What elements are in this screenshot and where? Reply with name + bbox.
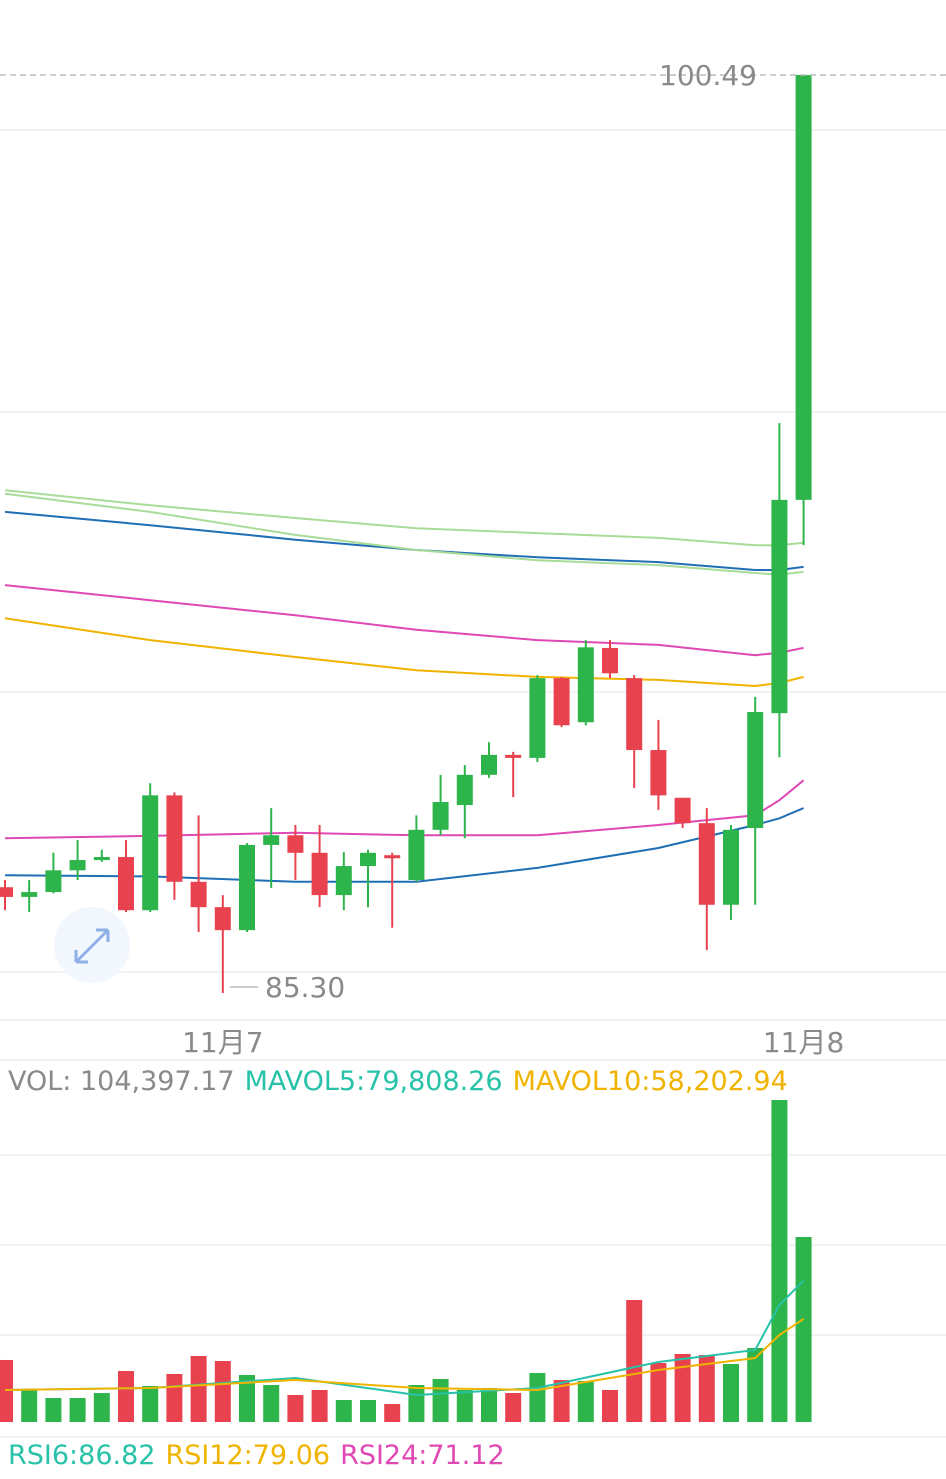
volume-bar bbox=[577, 1380, 594, 1422]
candle-body bbox=[166, 795, 183, 882]
volume-bar bbox=[239, 1375, 255, 1422]
volume-bar bbox=[384, 1403, 401, 1422]
candle-body bbox=[795, 75, 812, 500]
volume-bar bbox=[118, 1370, 134, 1422]
volume-bar bbox=[650, 1363, 667, 1422]
volume-bar bbox=[311, 1389, 328, 1422]
x-tick-label: 11月8 bbox=[763, 1026, 844, 1059]
candle-body bbox=[771, 499, 788, 714]
candle-body bbox=[45, 870, 62, 893]
grid bbox=[0, 129, 946, 1438]
candle-body bbox=[602, 647, 618, 674]
volume-bar bbox=[481, 1387, 497, 1422]
volume-bar bbox=[674, 1354, 691, 1422]
candle-body bbox=[747, 711, 764, 829]
volume-bar bbox=[142, 1386, 159, 1422]
volume-bar bbox=[771, 1100, 788, 1422]
candle-body bbox=[674, 797, 691, 824]
legend-item: RSI6:86.82 bbox=[8, 1440, 156, 1471]
candle-body bbox=[190, 881, 207, 908]
volume-bar bbox=[0, 1359, 13, 1422]
moving-average-line bbox=[4, 510, 804, 571]
candle-body bbox=[529, 678, 546, 758]
legend-item: RSI12:79.06 bbox=[165, 1440, 331, 1471]
moving-average-line bbox=[4, 492, 804, 576]
expand-icon[interactable] bbox=[74, 928, 110, 964]
candle-body bbox=[93, 857, 110, 861]
candle-body bbox=[505, 754, 522, 758]
volume-bar bbox=[747, 1347, 764, 1422]
candle-body bbox=[311, 852, 328, 896]
volume-bar bbox=[93, 1393, 110, 1422]
moving-average-line bbox=[4, 584, 804, 657]
legend-item: MAVOL10:58,202.94 bbox=[512, 1066, 788, 1097]
volume-bar bbox=[505, 1393, 522, 1422]
volume-bar bbox=[626, 1300, 643, 1422]
volume-bar bbox=[263, 1384, 280, 1422]
candle-body bbox=[287, 835, 304, 853]
candle-body bbox=[723, 829, 739, 905]
volume-bar bbox=[360, 1400, 376, 1422]
expand-button[interactable] bbox=[54, 907, 130, 983]
x-tick-label: 11月7 bbox=[182, 1026, 263, 1059]
volume-bar bbox=[602, 1389, 618, 1422]
volume-bar bbox=[69, 1398, 86, 1422]
candle-body bbox=[21, 892, 38, 897]
volume-bar bbox=[723, 1363, 739, 1422]
candle-body bbox=[650, 750, 667, 796]
volume-bar bbox=[166, 1373, 183, 1422]
volume-bar bbox=[190, 1356, 207, 1422]
volume-ma-line bbox=[4, 1318, 805, 1392]
candle-body bbox=[553, 678, 570, 726]
candle-body bbox=[481, 754, 497, 775]
volume-bar bbox=[553, 1380, 570, 1422]
legend-item: MAVOL5:79,808.26 bbox=[244, 1066, 503, 1097]
volume-bar bbox=[456, 1389, 473, 1422]
rsi-legend: RSI6:86.82 RSI12:79.06 RSI24:71.12 bbox=[8, 1440, 505, 1471]
candle-body bbox=[384, 855, 401, 859]
volume-bar bbox=[287, 1394, 304, 1422]
candle-body bbox=[432, 802, 449, 830]
volume-panel bbox=[0, 1100, 812, 1422]
candle-body bbox=[626, 678, 643, 751]
price-panel: 11月7 11月8 100.49 85.30 bbox=[0, 59, 946, 1059]
candle-body bbox=[0, 887, 13, 897]
volume-bar bbox=[698, 1354, 715, 1422]
max-price-label: 100.49 bbox=[659, 59, 757, 92]
volume-bar bbox=[335, 1400, 352, 1422]
candle-body bbox=[360, 852, 376, 867]
volume-legend: VOL: 104,397.17 MAVOL5:79,808.26 MAVOL10:5… bbox=[8, 1066, 788, 1097]
moving-average-line bbox=[4, 489, 804, 547]
candle-body bbox=[408, 829, 425, 880]
candle-body bbox=[69, 860, 86, 871]
candle-body bbox=[142, 795, 159, 911]
candle-body bbox=[456, 774, 473, 806]
candle-body bbox=[577, 647, 594, 723]
candle-body bbox=[335, 866, 352, 896]
legend-item: RSI24:71.12 bbox=[340, 1440, 505, 1471]
candle-body bbox=[214, 907, 231, 931]
volume-bar bbox=[45, 1398, 62, 1422]
candle-body bbox=[239, 844, 255, 931]
volume-bar bbox=[795, 1236, 812, 1422]
candle-body bbox=[263, 835, 280, 845]
min-price-label: 85.30 bbox=[265, 971, 345, 1004]
legend-item: VOL: 104,397.17 bbox=[8, 1066, 235, 1097]
volume-bar bbox=[408, 1384, 425, 1422]
candle-body bbox=[698, 823, 715, 905]
candle-body bbox=[118, 857, 134, 911]
volume-bar bbox=[529, 1373, 546, 1422]
volume-bar bbox=[214, 1361, 231, 1422]
volume-bar bbox=[21, 1389, 38, 1422]
volume-bar bbox=[432, 1379, 449, 1422]
